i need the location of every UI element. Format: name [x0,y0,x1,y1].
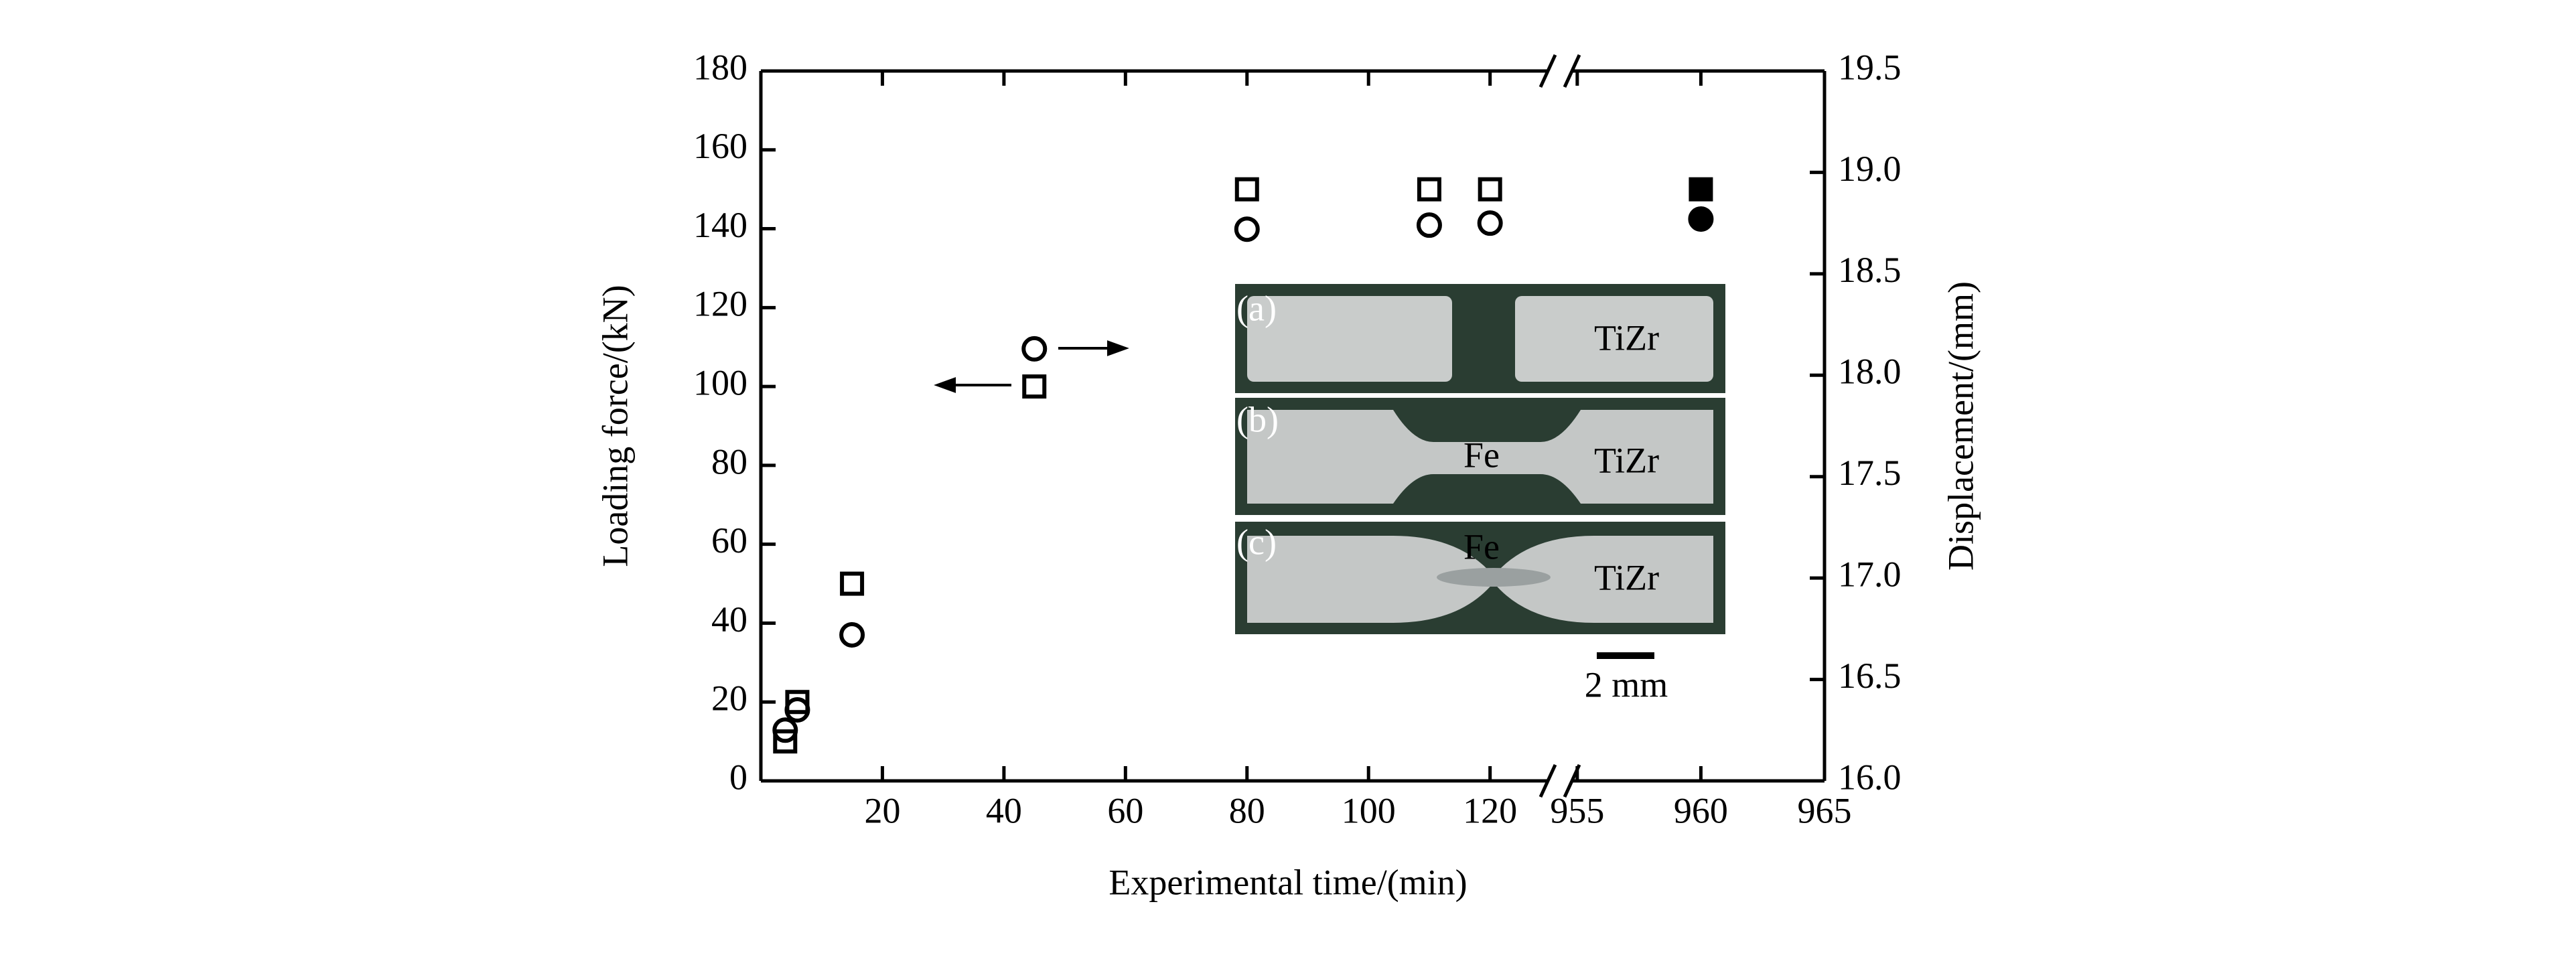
y-axis-title: Loading force/(kN) [595,285,635,567]
y-tick-label: 180 [693,47,747,87]
x-tick-label: 20 [864,790,900,830]
circle-marker [1021,336,1048,362]
circle-marker [784,697,810,723]
panel-label: (c) [1236,522,1277,562]
specimen [1247,410,1713,504]
panel-label: (b) [1236,399,1279,439]
inset-text: TiZr [1594,317,1659,358]
y-tick-label: 0 [729,757,747,797]
axis-break [1563,54,1581,88]
y2-tick-label: 17.0 [1838,555,1902,595]
axis-arrows [934,340,1129,393]
square-marker [773,729,798,754]
y2-tick-label: 19.5 [1838,47,1902,87]
y-tick-label: 140 [693,205,747,245]
x-tick-label: 955 [1550,790,1604,830]
square-marker [1689,177,1713,202]
y2-tick-label: 19.0 [1838,149,1902,189]
square-marker [840,571,865,596]
x-tick-label: 80 [1229,790,1265,830]
circle-marker [839,621,865,648]
y2-tick-label: 17.5 [1838,453,1902,493]
inset-text: TiZr [1594,557,1659,597]
square-marker [1417,177,1441,202]
x-tick-label: 60 [1107,790,1143,830]
y2-tick-label: 18.5 [1838,250,1902,290]
scale-bar-label: 2 mm [1585,664,1668,705]
circle-marker [1477,210,1503,236]
x-tick-label: 965 [1798,790,1852,830]
inset-text: TiZr [1594,440,1659,480]
y-tick-label: 80 [711,441,747,482]
axis-break [1539,54,1557,88]
x-tick-label: 40 [986,790,1022,830]
square-marker [1478,177,1502,202]
y-tick-label: 100 [693,363,747,403]
y2-tick-label: 16.0 [1838,757,1902,797]
x-tick-label: 120 [1463,790,1517,830]
square-marker [1022,374,1047,399]
arrowhead [1107,340,1129,356]
circle-marker [1416,212,1442,238]
arrowhead [934,377,956,393]
inset-photo: (a) TiZr (b) Fe TiZr (c) Fe TiZr 2 mm [1235,284,1725,705]
y2-axis-title: Displacement/(mm) [1940,281,1981,571]
circle-marker [772,717,798,743]
x-tick-label: 960 [1674,790,1728,830]
axis-break [1539,763,1557,798]
y-tick-label: 40 [711,599,747,640]
circle-marker [1688,206,1714,232]
inset-text: Fe [1463,526,1500,567]
square-marker [1234,177,1259,202]
specimen [1247,296,1452,382]
x-tick-label: 100 [1342,790,1396,830]
square-marker [785,690,810,715]
specimen [1515,296,1713,382]
inset-text: Fe [1463,435,1500,475]
y-tick-label: 20 [711,678,747,719]
y-tick-label: 60 [711,520,747,561]
y-tick-label: 120 [693,284,747,324]
panel-label: (a) [1236,288,1277,328]
y-tick-label: 160 [693,126,747,166]
y2-tick-label: 18.0 [1838,352,1902,392]
y2-tick-label: 16.5 [1838,656,1902,696]
x-axis-title: Experimental time/(min) [1108,862,1467,902]
axes-frame [759,54,1827,798]
circle-marker [1234,216,1260,242]
fe-region [1437,568,1551,587]
